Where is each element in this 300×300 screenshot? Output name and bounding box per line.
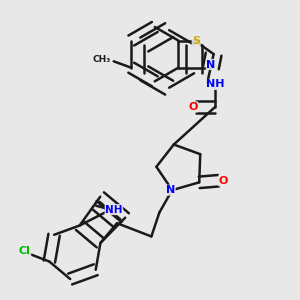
Text: N: N [166, 185, 175, 195]
Text: N: N [206, 59, 215, 70]
Text: NH: NH [206, 80, 224, 89]
Text: O: O [218, 176, 228, 186]
Text: S: S [192, 35, 200, 46]
Text: O: O [188, 102, 197, 112]
Text: Cl: Cl [19, 246, 31, 256]
Text: CH₃: CH₃ [92, 55, 110, 64]
Text: NH: NH [105, 205, 123, 214]
